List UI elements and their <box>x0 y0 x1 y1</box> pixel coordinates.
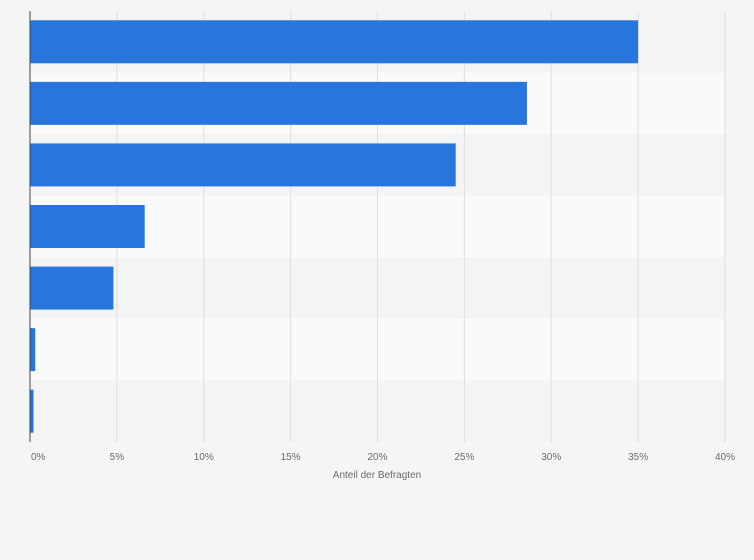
x-tick-label: 40% <box>715 452 735 463</box>
bar[interactable] <box>30 328 36 372</box>
x-axis-title: Anteil der Befragten <box>333 470 421 481</box>
x-tick-label: 35% <box>628 452 648 463</box>
bar[interactable] <box>30 143 456 187</box>
bar[interactable] <box>30 389 34 433</box>
x-tick-label: 25% <box>454 452 474 463</box>
bar[interactable] <box>30 205 145 248</box>
x-tick-label: 15% <box>281 452 301 463</box>
x-tick-label: 20% <box>367 452 387 463</box>
x-tick-label: 5% <box>110 452 125 463</box>
bar[interactable] <box>30 266 114 310</box>
x-tick-label: 0% <box>31 452 46 463</box>
x-tick-label: 30% <box>541 452 561 463</box>
bar[interactable] <box>30 81 527 125</box>
x-tick-labels: 0% 5% 10% 15% 20% 25% 30% 35% 40% <box>31 452 735 463</box>
x-tick-label: 10% <box>194 452 214 463</box>
bars <box>30 20 639 433</box>
bar[interactable] <box>30 20 639 64</box>
